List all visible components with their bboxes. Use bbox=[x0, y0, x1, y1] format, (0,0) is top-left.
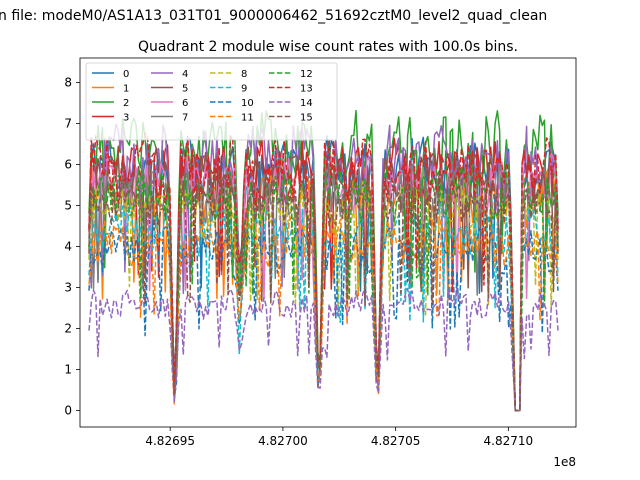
y-tick-label: 4 bbox=[64, 240, 72, 254]
legend-label-4: 4 bbox=[182, 69, 188, 80]
legend-label-8: 8 bbox=[241, 69, 247, 80]
x-tick-label: 4.82705 bbox=[371, 434, 421, 448]
y-axis: 0 1 2 3 4 5 6 7 8 bbox=[64, 76, 80, 418]
legend-label-3: 3 bbox=[123, 113, 129, 124]
legend-label-6: 6 bbox=[182, 98, 188, 109]
legend-label-11: 11 bbox=[241, 113, 254, 124]
series-line-14 bbox=[88, 287, 559, 412]
legend-label-12: 12 bbox=[300, 69, 313, 80]
legend-label-9: 9 bbox=[241, 84, 247, 95]
series-line-11 bbox=[88, 216, 559, 412]
legend-label-10: 10 bbox=[241, 98, 254, 109]
legend-label-13: 13 bbox=[300, 84, 313, 95]
legend-label-15: 15 bbox=[300, 113, 313, 124]
y-tick-label: 7 bbox=[64, 117, 72, 131]
y-tick-label: 6 bbox=[64, 158, 72, 172]
x-offset-label: 1e8 bbox=[553, 455, 576, 469]
legend-label-5: 5 bbox=[182, 84, 188, 95]
chart-title: Quadrant 2 module wise count rates with … bbox=[138, 39, 518, 55]
series-line-15 bbox=[88, 170, 559, 412]
y-tick-label: 3 bbox=[64, 281, 72, 295]
legend-label-7: 7 bbox=[182, 113, 188, 124]
series-layer bbox=[88, 109, 559, 412]
figure-suptitle: n file: modeM0/AS1A13_031T01_9000006462_… bbox=[0, 8, 547, 24]
y-tick-label: 1 bbox=[64, 363, 72, 377]
y-tick-label: 5 bbox=[64, 199, 72, 213]
legend-label-0: 0 bbox=[123, 69, 129, 80]
legend-label-1: 1 bbox=[123, 84, 129, 95]
legend-label-2: 2 bbox=[123, 98, 129, 109]
series-line-13 bbox=[88, 132, 559, 412]
y-tick-label: 8 bbox=[64, 76, 72, 90]
legend-label-14: 14 bbox=[300, 98, 313, 109]
x-tick-label: 4.82700 bbox=[258, 434, 308, 448]
y-tick-label: 2 bbox=[64, 322, 72, 336]
y-tick-label: 0 bbox=[64, 404, 72, 418]
x-tick-label: 4.82710 bbox=[484, 434, 534, 448]
plot-frame bbox=[79, 57, 577, 428]
x-axis: 4.82695 4.82700 4.82705 4.82710 bbox=[145, 427, 533, 448]
x-tick-label: 4.82695 bbox=[145, 434, 195, 448]
